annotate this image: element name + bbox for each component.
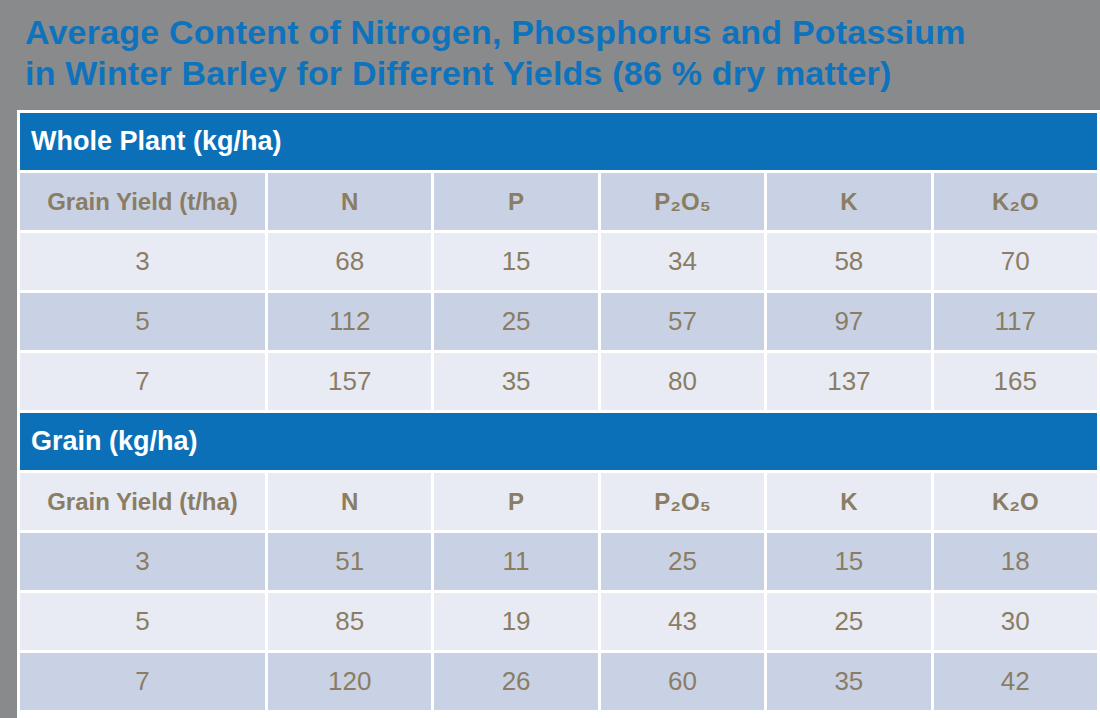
table-cell: 120 [268,653,431,710]
column-header-grain-yield: Grain Yield (t/ha) [20,173,265,230]
column-header-k: K [767,473,930,530]
table-row: 3 68 15 34 58 70 [20,233,1097,290]
page-title-line-2: in Winter Barley for Different Yields (8… [25,53,966,94]
table-cell: 5 [20,593,265,650]
page-title-line-1: Average Content of Nitrogen, Phosphorus … [25,12,966,53]
column-header-n: N [268,473,431,530]
table-cell: 11 [434,533,597,590]
table-cell: 7 [20,653,265,710]
table-cell: 35 [434,353,597,410]
table-cell: 26 [434,653,597,710]
table-row: 3 51 11 25 15 18 [20,533,1097,590]
table-cell: 60 [601,653,764,710]
table-cell: 137 [767,353,930,410]
table-cell: 15 [767,533,930,590]
table-cell: 80 [601,353,764,410]
table-cell: 25 [767,593,930,650]
column-header-p: P [434,173,597,230]
section-header-whole-plant: Whole Plant (kg/ha) [20,113,1097,170]
nutrient-content-table: Whole Plant (kg/ha) Grain Yield (t/ha) N… [17,110,1100,718]
table-cell: 165 [934,353,1097,410]
column-header-p2o5: P₂O₅ [601,173,764,230]
table-cell: 19 [434,593,597,650]
table-cell: 30 [934,593,1097,650]
page-title: Average Content of Nitrogen, Phosphorus … [25,12,966,94]
column-header-k2o: K₂O [934,473,1097,530]
table-cell: 97 [767,293,930,350]
table-cell: 51 [268,533,431,590]
section-row-grain: Grain (kg/ha) [20,413,1097,470]
table-cell: 18 [934,533,1097,590]
table-cell: 57 [601,293,764,350]
table-cell: 15 [434,233,597,290]
table-cell: 3 [20,233,265,290]
table-cell: 42 [934,653,1097,710]
table-cell: 112 [268,293,431,350]
column-header-n: N [268,173,431,230]
table-cell: 5 [20,293,265,350]
section-row-whole-plant: Whole Plant (kg/ha) [20,113,1097,170]
table-cell: 157 [268,353,431,410]
column-header-row: Grain Yield (t/ha) N P P₂O₅ K K₂O [20,173,1097,230]
table-row: 7 120 26 60 35 42 [20,653,1097,710]
column-header-p2o5: P₂O₅ [601,473,764,530]
slide: { "title": { "line1": "Average Content o… [0,0,1100,718]
table-cell: 25 [601,533,764,590]
table-cell: 43 [601,593,764,650]
table-cell: 34 [601,233,764,290]
table-cell: 7 [20,353,265,410]
table-cell: 68 [268,233,431,290]
section-header-grain: Grain (kg/ha) [20,413,1097,470]
column-header-p: P [434,473,597,530]
table-cell: 3 [20,533,265,590]
table-row: 5 112 25 57 97 117 [20,293,1097,350]
table-cell: 117 [934,293,1097,350]
table-cell: 70 [934,233,1097,290]
table-cell: 58 [767,233,930,290]
table-cell: 25 [434,293,597,350]
table-cell: 35 [767,653,930,710]
data-table: Whole Plant (kg/ha) Grain Yield (t/ha) N… [17,110,1100,713]
column-header-row: Grain Yield (t/ha) N P P₂O₅ K K₂O [20,473,1097,530]
column-header-k: K [767,173,930,230]
column-header-k2o: K₂O [934,173,1097,230]
table-row: 7 157 35 80 137 165 [20,353,1097,410]
table-cell: 85 [268,593,431,650]
table-row: 5 85 19 43 25 30 [20,593,1097,650]
column-header-grain-yield: Grain Yield (t/ha) [20,473,265,530]
